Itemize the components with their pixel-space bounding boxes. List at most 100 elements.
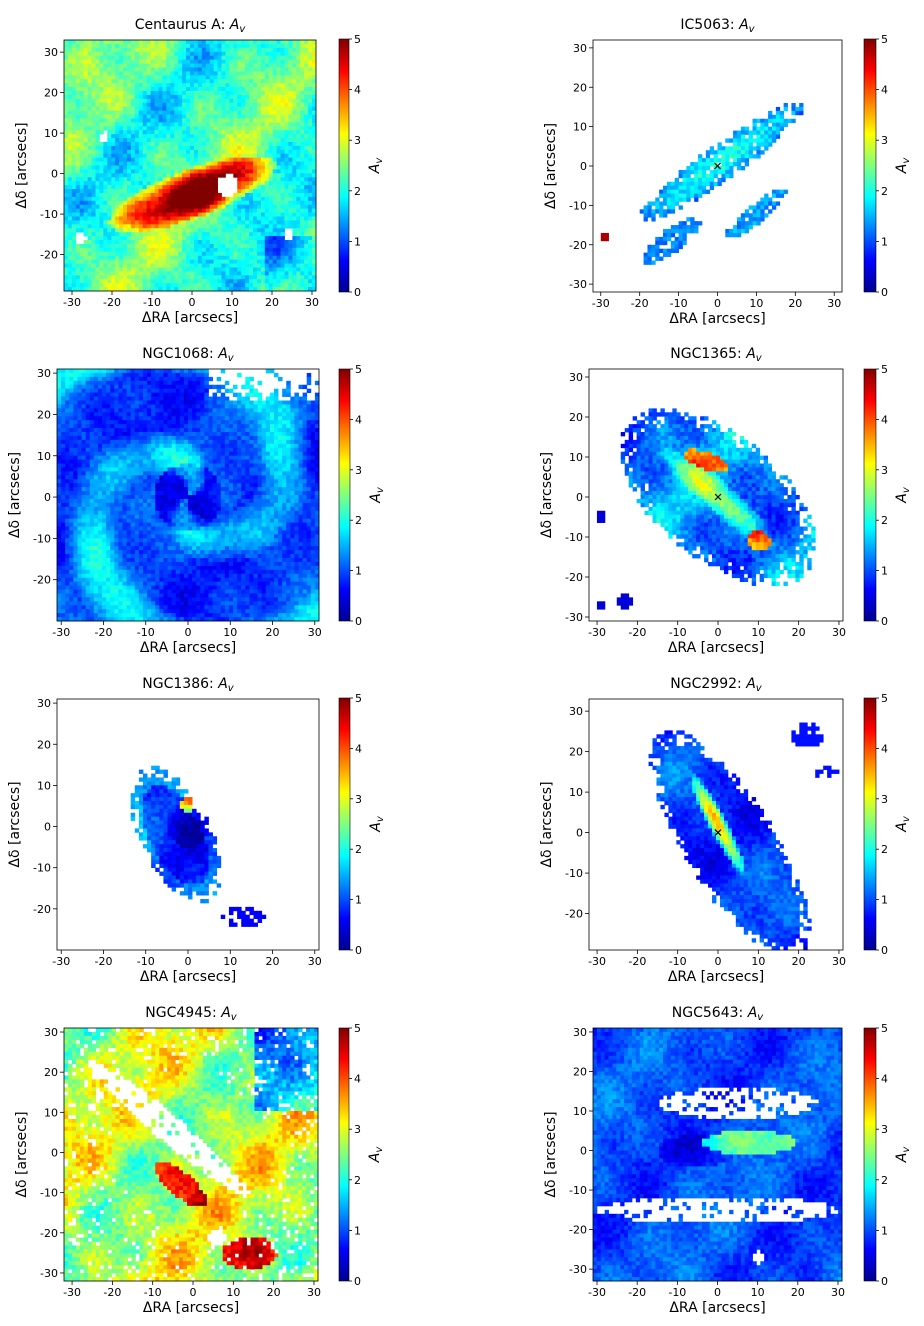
heatmap-cell <box>253 130 257 134</box>
heatmap-cell <box>72 75 76 79</box>
heatmap-cell <box>143 209 147 213</box>
heatmap-cell <box>61 432 65 436</box>
heatmap-cell <box>206 201 210 205</box>
heatmap-cell <box>115 177 119 181</box>
heatmap-cell <box>269 130 273 134</box>
heatmap-cell <box>77 609 81 613</box>
heatmap-cell <box>776 115 780 119</box>
heatmap-cell <box>296 40 300 44</box>
heatmap-cell <box>245 130 249 134</box>
heatmap-cell <box>210 122 214 126</box>
heatmap-cell <box>151 264 155 268</box>
heatmap-cell <box>155 260 159 264</box>
heatmap-cell <box>300 224 304 228</box>
heatmap-cell <box>72 264 76 268</box>
heatmap-cell <box>151 209 155 213</box>
heatmap-cell <box>245 216 249 220</box>
heatmap-cell <box>96 138 100 142</box>
heatmap-cell <box>76 138 80 142</box>
heatmap-cell <box>84 134 88 138</box>
heatmap-cell <box>285 216 289 220</box>
heatmap-cell <box>77 428 81 432</box>
x-tick-label: 0 <box>189 296 196 309</box>
heatmap-cell <box>253 134 257 138</box>
heatmap-cell <box>65 420 69 424</box>
heatmap-cell <box>73 523 77 527</box>
heatmap-cells <box>57 369 319 621</box>
heatmap-cell <box>222 134 226 138</box>
heatmap-cell <box>710 170 714 174</box>
heatmap-cell <box>190 220 194 224</box>
heatmap-cell <box>88 224 92 228</box>
heatmap-cell <box>241 71 245 75</box>
heatmap-cell <box>131 99 135 103</box>
heatmap-cell <box>174 87 178 91</box>
heatmap-cell <box>115 256 119 260</box>
heatmap-cell <box>206 122 210 126</box>
heatmap-cell <box>99 75 103 79</box>
heatmap-cell <box>277 216 281 220</box>
heatmap-cell <box>253 95 257 99</box>
heatmap-cell <box>308 158 312 162</box>
heatmap-cell <box>77 542 81 546</box>
heatmap-cell <box>111 154 115 158</box>
heatmap-cell <box>127 205 131 209</box>
heatmap-cell <box>296 44 300 48</box>
heatmap-cell <box>257 267 261 271</box>
colorbar-tick-label: 2 <box>881 185 888 198</box>
heatmap-cell <box>210 224 214 228</box>
heatmap-cell <box>162 283 166 287</box>
heatmap-cell <box>210 79 214 83</box>
heatmap-cell <box>273 177 277 181</box>
heatmap-cell <box>257 122 261 126</box>
heatmap-cell <box>281 107 285 111</box>
heatmap-cell <box>214 122 218 126</box>
heatmap-cell <box>210 118 214 122</box>
heatmap-cell <box>261 213 265 217</box>
heatmap-cell <box>82 448 86 452</box>
heatmap-cell <box>194 99 198 103</box>
heatmap-cell <box>202 118 206 122</box>
heatmap-cell <box>194 142 198 146</box>
heatmap-cell <box>198 283 202 287</box>
heatmap-cell <box>198 252 202 256</box>
heatmap-cell <box>218 240 222 244</box>
heatmap-cell <box>155 142 159 146</box>
heatmap-cell <box>214 193 218 197</box>
heatmap-cell <box>308 83 312 87</box>
heatmap-cell <box>237 244 241 248</box>
heatmap-cell <box>261 244 265 248</box>
heatmap-cell <box>69 503 73 507</box>
heatmap-cell <box>273 264 277 268</box>
heatmap-cell <box>80 264 84 268</box>
heatmap-cell <box>269 142 273 146</box>
heatmap-cell <box>225 52 229 56</box>
heatmap-cell <box>285 115 289 119</box>
heatmap-cell <box>103 60 107 64</box>
heatmap-cell <box>756 154 760 158</box>
heatmap-cell <box>249 150 253 154</box>
heatmap-cell <box>143 103 147 107</box>
heatmap-cell <box>241 48 245 52</box>
heatmap-cell <box>107 264 111 268</box>
heatmap-cell <box>721 154 725 158</box>
heatmap-cell <box>229 158 233 162</box>
heatmap-cell <box>288 99 292 103</box>
heatmap-cell <box>281 197 285 201</box>
heatmap-cell <box>111 130 115 134</box>
heatmap-cell <box>147 158 151 162</box>
heatmap-cell <box>61 613 65 617</box>
heatmap-cell <box>241 118 245 122</box>
heatmap-cell <box>107 260 111 264</box>
heatmap-cell <box>178 83 182 87</box>
heatmap-cell <box>229 60 233 64</box>
heatmap-cell <box>103 56 107 60</box>
heatmap-cell <box>194 107 198 111</box>
heatmap-cell <box>285 118 289 122</box>
heatmap-cell <box>68 138 72 142</box>
heatmap-cell <box>225 201 229 205</box>
heatmap-cell <box>308 264 312 268</box>
heatmap-cell <box>214 256 218 260</box>
heatmap-cell <box>162 173 166 177</box>
heatmap-cell <box>166 275 170 279</box>
